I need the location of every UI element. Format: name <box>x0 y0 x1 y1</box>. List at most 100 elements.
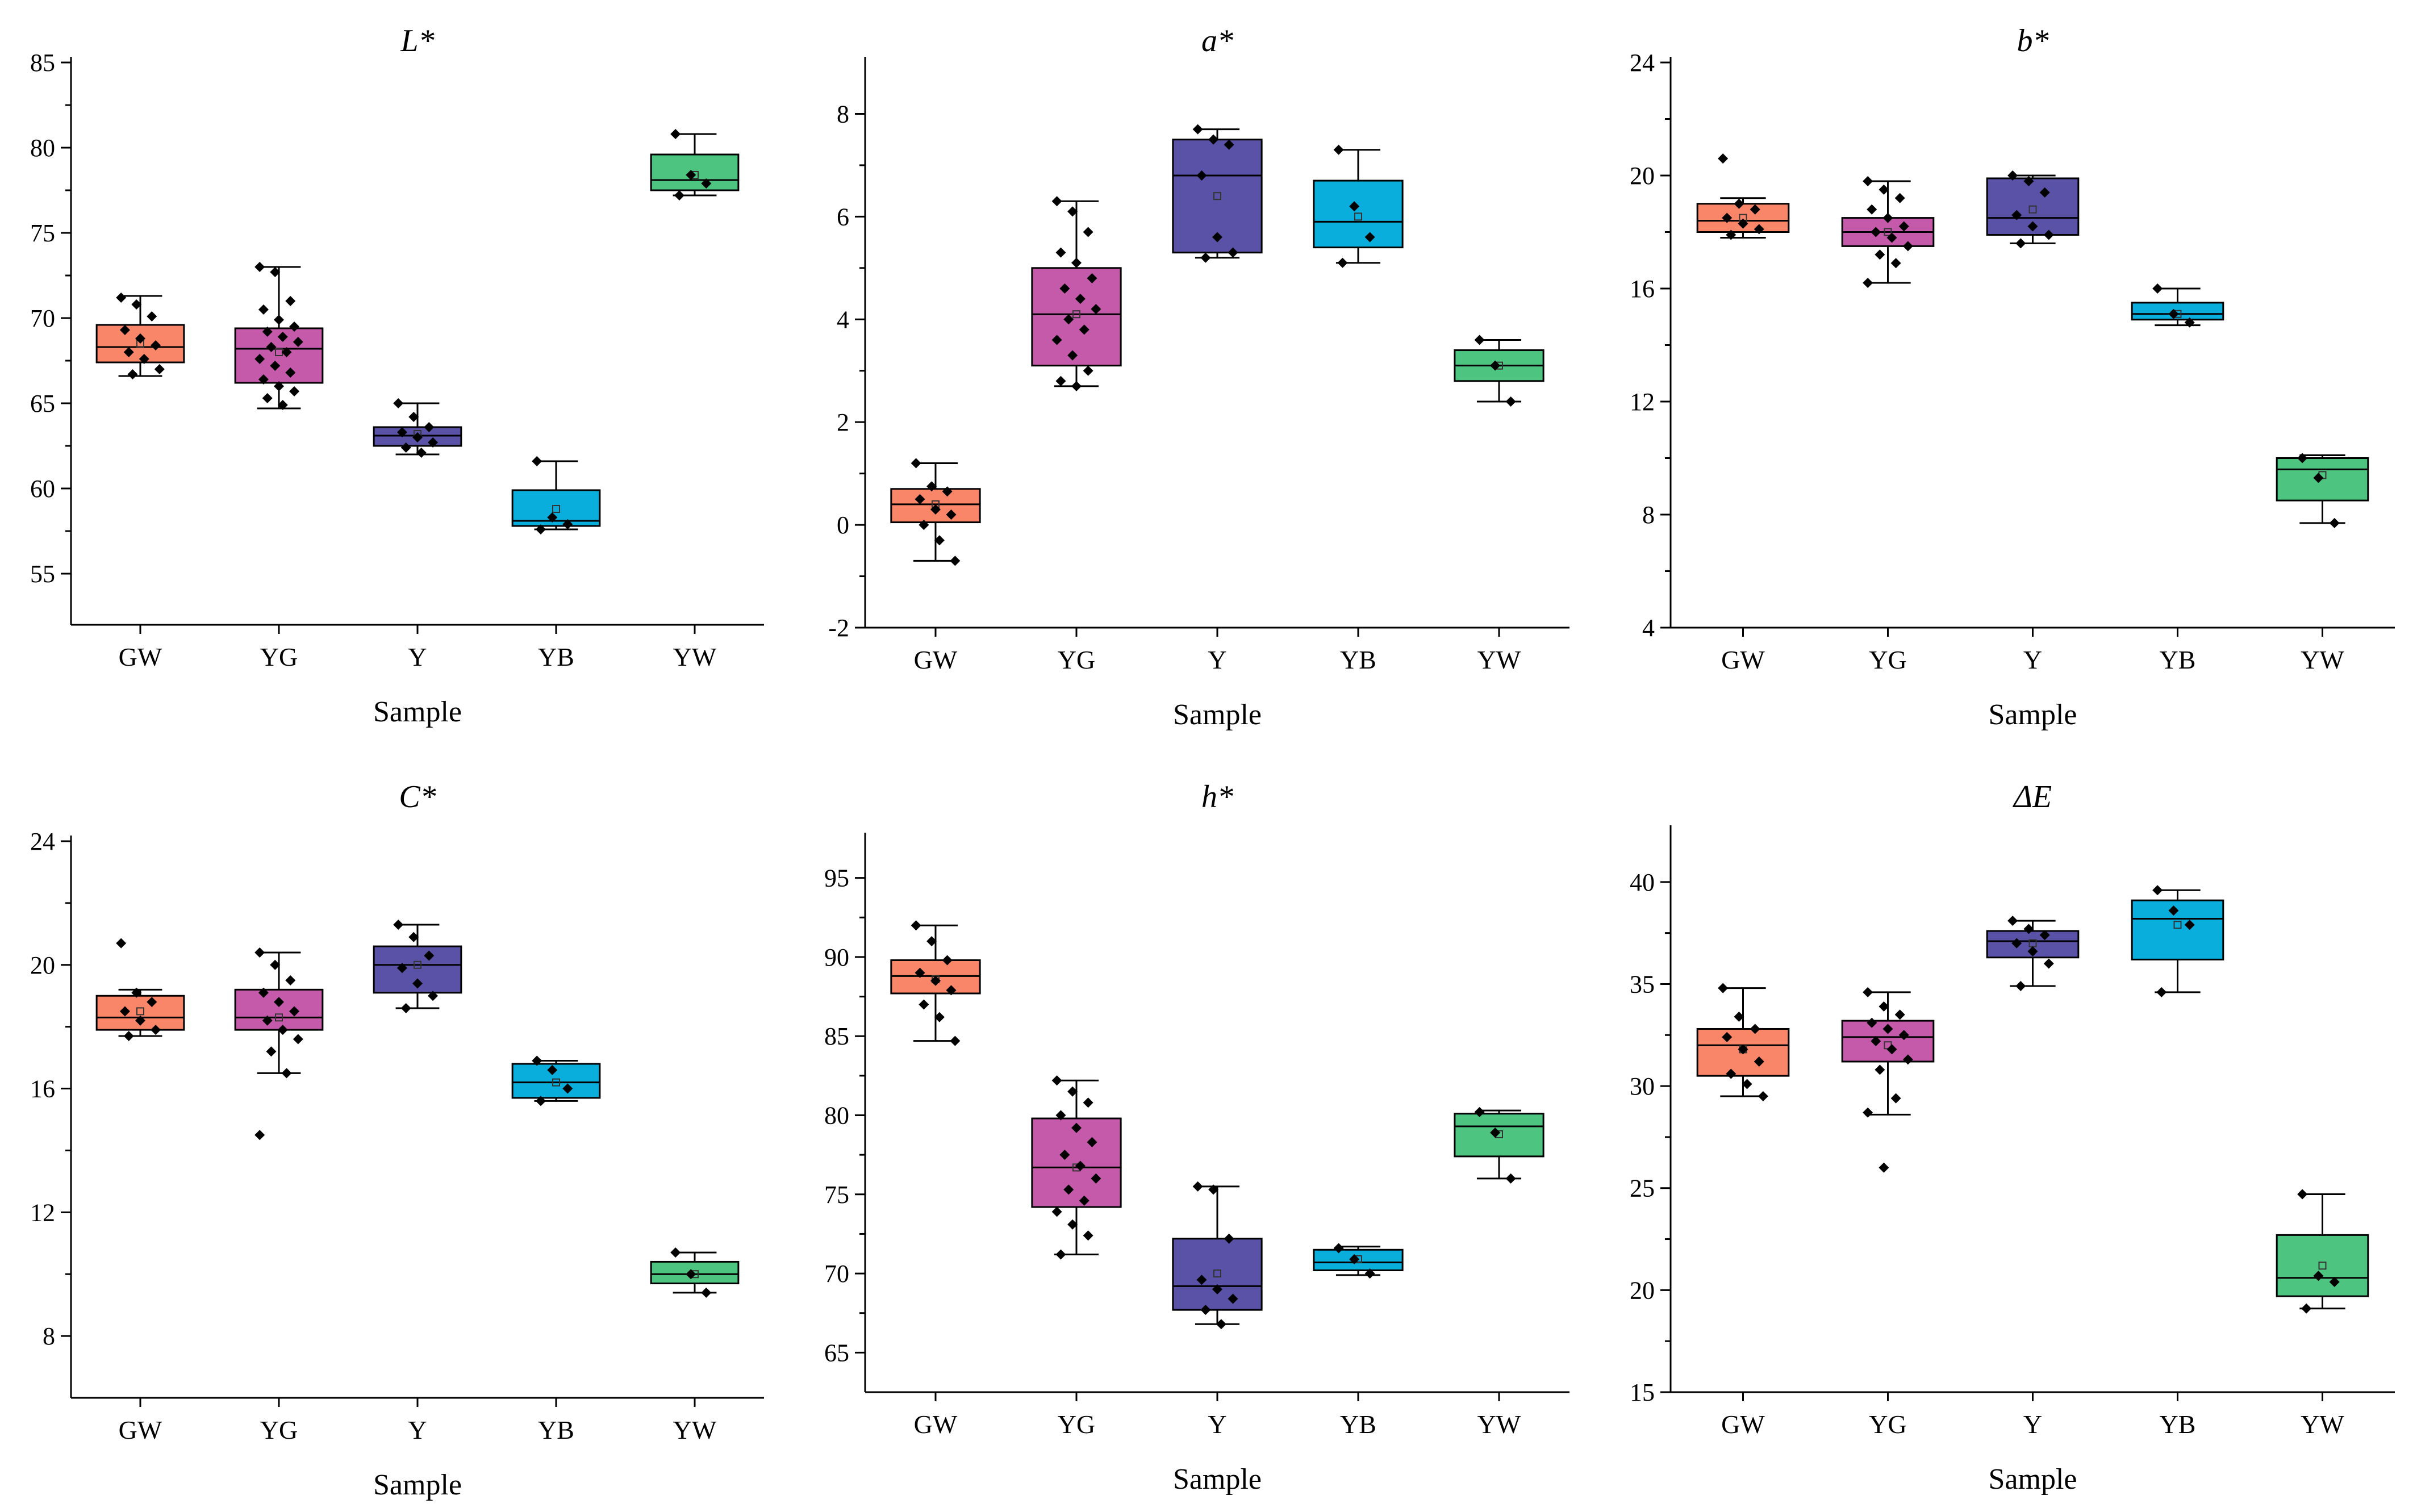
box-GW <box>1696 983 1790 1102</box>
data-point <box>1902 241 1913 252</box>
data-point <box>2007 916 2018 926</box>
data-point <box>1490 1127 1501 1138</box>
data-point <box>1075 294 1086 304</box>
y-tick-label: 16 <box>30 1075 55 1103</box>
x-tick-label: YB <box>1340 645 1376 674</box>
y-tick-label: 70 <box>30 304 55 332</box>
x-tick-label: YW <box>673 1415 717 1444</box>
box-YG <box>1031 1075 1122 1260</box>
data-point <box>1364 232 1375 243</box>
mean-marker <box>414 960 421 969</box>
x-tick-label: GW <box>119 642 162 671</box>
mean-marker <box>136 1007 144 1016</box>
data-point <box>1228 1293 1238 1304</box>
y-tick-label: 90 <box>824 943 849 971</box>
panel-title: b* <box>2017 23 2049 59</box>
data-point <box>1051 196 1062 207</box>
y-tick-label: 95 <box>824 864 849 892</box>
box-YB <box>1313 144 1404 268</box>
x-tick-label: YB <box>538 642 574 671</box>
data-point <box>701 178 712 189</box>
x-tick-label: YW <box>2301 645 2344 674</box>
data-point <box>277 332 288 342</box>
data-point <box>1071 381 1082 391</box>
x-tick-label: YW <box>1477 645 1521 674</box>
data-point <box>285 296 296 306</box>
x-axis-title: Sample <box>373 1469 462 1501</box>
data-point <box>1196 1275 1207 1285</box>
data-point <box>915 494 925 504</box>
data-point <box>701 1287 712 1298</box>
mean-marker <box>552 505 560 513</box>
data-point <box>930 504 941 515</box>
data-point <box>258 374 269 385</box>
data-point <box>408 412 419 422</box>
data-point <box>1333 1243 1344 1254</box>
y-tick-label: 16 <box>1630 275 1655 303</box>
y-tick-label: 0 <box>837 511 849 539</box>
x-tick-label: YW <box>1477 1410 1521 1439</box>
data-point <box>2152 283 2163 294</box>
x-tick-label: Y <box>1208 645 1226 674</box>
box-body <box>890 488 981 524</box>
data-point <box>266 1046 277 1057</box>
data-point <box>2027 946 2038 957</box>
data-point <box>934 535 945 546</box>
data-point <box>1212 1284 1222 1294</box>
data-point <box>123 1031 134 1041</box>
panel-title: a* <box>1201 23 1233 59</box>
box-body <box>1172 1238 1263 1311</box>
data-point <box>950 555 961 566</box>
data-point <box>1890 258 1901 269</box>
x-axis-title: Sample <box>1173 1463 1262 1496</box>
data-point <box>428 991 439 1001</box>
data-point <box>2039 187 2050 198</box>
mean-marker <box>1213 1269 1221 1278</box>
y-tick-label: 35 <box>1630 970 1655 998</box>
data-point <box>1055 375 1066 386</box>
data-point <box>1337 257 1348 268</box>
chart-panel-2: a* -2 0 2 4 6 8 GW YG Y YB YW Sample <box>828 23 1569 731</box>
box-body <box>650 1260 740 1285</box>
data-point <box>1894 193 1905 203</box>
box-body <box>2131 302 2224 321</box>
data-point <box>930 975 941 986</box>
box-Y <box>373 398 462 458</box>
data-point <box>262 1015 273 1026</box>
data-point <box>942 486 953 497</box>
data-point <box>1734 198 1744 209</box>
data-point <box>396 427 407 437</box>
data-point <box>281 1068 292 1079</box>
data-point <box>919 520 929 531</box>
data-point <box>135 1015 145 1026</box>
data-point <box>1055 1110 1066 1121</box>
data-point <box>1192 1181 1203 1192</box>
data-point <box>293 1034 303 1045</box>
data-point <box>1754 1056 1764 1067</box>
data-point <box>1879 1162 1889 1173</box>
data-point <box>1055 247 1066 258</box>
data-point <box>1071 257 1082 268</box>
y-tick-label: 55 <box>30 560 55 588</box>
data-point <box>274 315 284 325</box>
box-body <box>2131 899 2224 960</box>
data-point <box>1890 1093 1901 1104</box>
data-point <box>1067 1219 1078 1230</box>
data-point <box>562 519 573 529</box>
data-point <box>1758 1091 1768 1102</box>
box-body <box>1313 179 1404 249</box>
data-point <box>2043 229 2054 240</box>
data-point <box>1083 1097 1093 1108</box>
data-point <box>258 987 269 998</box>
box-YB <box>511 456 601 534</box>
y-tick-label: 4 <box>1642 614 1655 642</box>
x-tick-label: YG <box>1869 1410 1906 1439</box>
box-YB <box>1313 1243 1404 1279</box>
data-point <box>1224 139 1234 150</box>
data-point <box>151 1025 161 1035</box>
data-point <box>1216 1319 1226 1330</box>
y-tick-label: 65 <box>824 1339 849 1367</box>
data-point <box>1333 144 1344 155</box>
data-point <box>1196 170 1207 181</box>
x-axis-title: Sample <box>373 696 462 728</box>
